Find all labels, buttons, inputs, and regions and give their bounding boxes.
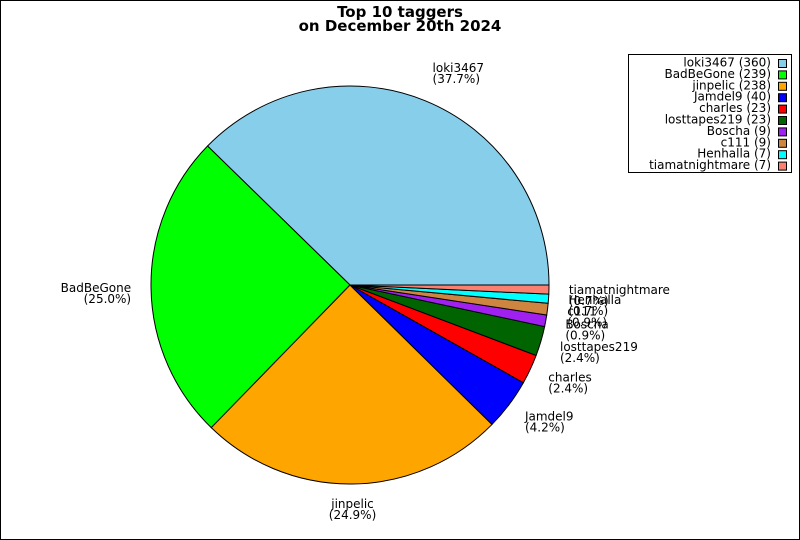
legend-box	[628, 54, 792, 173]
chart-title: Top 10 taggers	[337, 3, 463, 21]
slice-percent: (0.9%)	[567, 316, 607, 330]
legend-label: Boscha (9)	[707, 124, 771, 138]
legend-label: jinpelic (238)	[691, 78, 771, 92]
legend-swatch	[778, 81, 787, 91]
legend-swatch	[778, 70, 787, 80]
slice-percent: (2.4%)	[560, 351, 600, 365]
legend-swatch	[778, 161, 787, 171]
slice-percent: (25.0%)	[84, 292, 131, 306]
legend-swatch	[778, 127, 787, 137]
slice-label: BadBeGone	[61, 281, 131, 295]
chart-subtitle: on December 20th 2024	[299, 17, 502, 35]
slice-percent: (24.9%)	[329, 508, 376, 522]
slice-label: Henhalla	[568, 293, 621, 307]
legend-label: loki3467 (360)	[683, 56, 771, 70]
slice-percent: (0.7%)	[568, 304, 608, 318]
legend-swatch	[778, 138, 787, 148]
slice-label: loki3467	[433, 61, 485, 75]
slice-percent: (37.7%)	[433, 72, 480, 86]
legend-label: tiamatnightmare (7)	[649, 158, 771, 172]
slice-label: Boscha	[565, 317, 608, 331]
slice-percent: (2.4%)	[548, 382, 588, 396]
slice-label: charles	[548, 371, 591, 385]
pie-slice	[210, 284, 493, 485]
legend-swatch	[778, 150, 787, 160]
slice-label: jinpelic	[330, 497, 374, 511]
slice-label: c111	[567, 305, 597, 319]
pie-slice	[349, 284, 550, 295]
slice-label: Jamdel9	[524, 410, 574, 424]
pie-slice	[150, 145, 351, 429]
legend-label: losttapes219 (23)	[665, 113, 771, 127]
pie-slice	[206, 85, 550, 286]
legend-label: charles (23)	[699, 101, 771, 115]
legend-swatch	[778, 59, 787, 68]
legend-swatch	[778, 93, 787, 103]
slice-percent: (0.9%)	[565, 328, 605, 342]
legend-label: Henhalla (7)	[697, 147, 771, 161]
slice-label: losttapes219	[560, 340, 638, 354]
legend-swatch	[778, 104, 787, 114]
legend-label: BadBeGone (239)	[664, 67, 771, 81]
slice-percent: (4.2%)	[525, 421, 565, 435]
slice-percent: (0.7%)	[569, 294, 609, 308]
slice-label: tiamatnightmare	[569, 283, 670, 297]
legend-label: c111 (9)	[721, 135, 771, 149]
legend-label: Jamdel9 (40)	[693, 90, 771, 104]
legend-swatch	[778, 116, 787, 125]
